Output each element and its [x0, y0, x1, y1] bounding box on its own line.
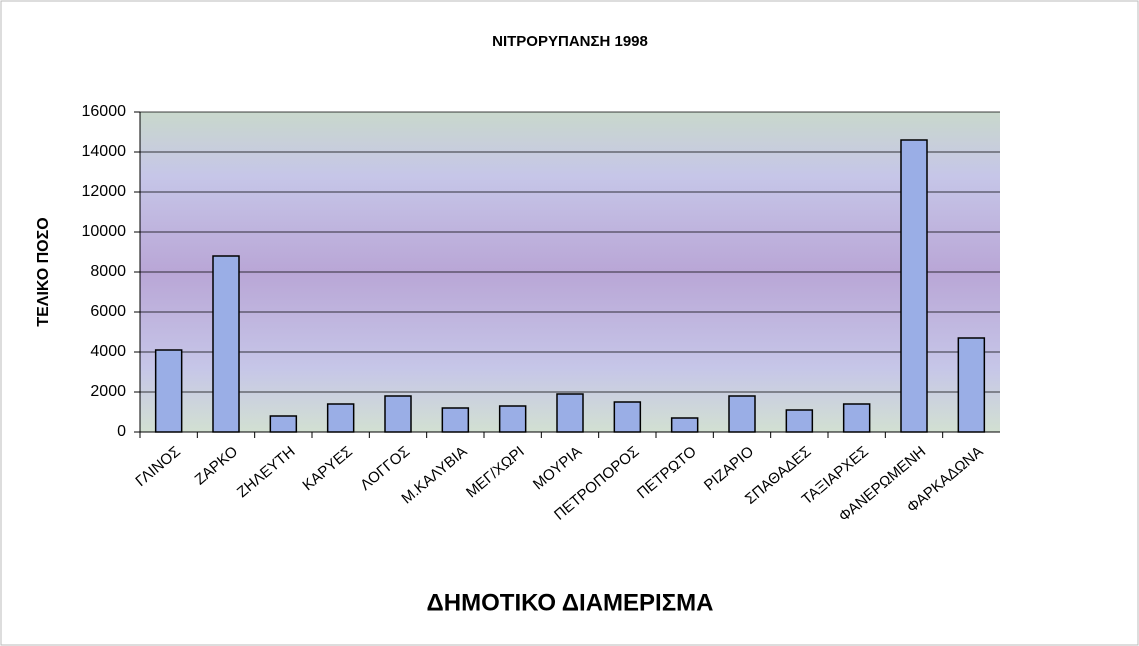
bar — [154, 349, 183, 433]
bar — [212, 255, 240, 433]
bar — [441, 407, 470, 433]
bar — [842, 403, 871, 433]
bar — [728, 395, 756, 433]
bar — [670, 417, 699, 433]
y-axis-label: ΤΕΛΙΚΟ ΠΟΣΟ — [35, 217, 52, 326]
x-axis-label: ΔΗΜΟΤΙΚΟ ΔΙΑΜΕΡΙΣΜΑ — [427, 589, 714, 616]
y-tick-label: 4000 — [90, 343, 126, 360]
bar — [269, 415, 298, 433]
y-tick-label: 16000 — [82, 103, 127, 120]
y-tick-label: 0 — [117, 423, 126, 440]
chart-title: ΝΙΤΡΟΡΥΠΑΝΣΗ 1998 — [492, 33, 648, 50]
bar — [957, 337, 986, 433]
y-tick-label: 10000 — [82, 223, 127, 240]
bar — [900, 139, 928, 433]
bar — [384, 395, 412, 433]
y-tick-label: 8000 — [90, 263, 126, 280]
bar — [785, 409, 814, 433]
bar — [613, 401, 642, 433]
y-tick-label: 2000 — [90, 383, 126, 400]
bar — [556, 393, 584, 433]
bar — [498, 405, 527, 433]
y-tick-label: 14000 — [82, 143, 127, 160]
y-tick-label: 6000 — [90, 303, 126, 320]
y-tick-label: 12000 — [82, 183, 127, 200]
bar — [326, 403, 355, 433]
